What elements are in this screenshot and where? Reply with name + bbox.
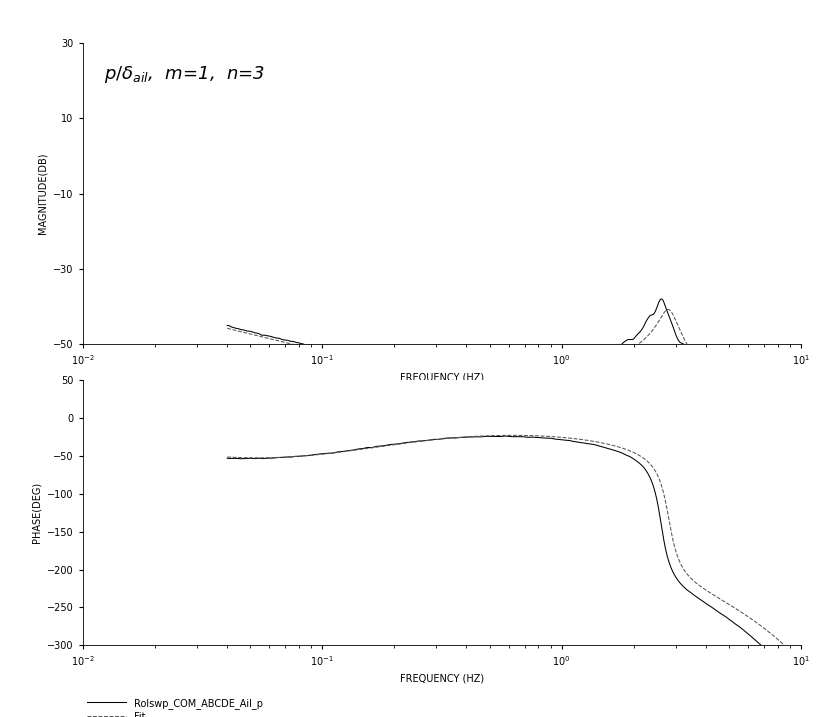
Fit: [363, 444, 373, 452]
Fit: [796, 657, 806, 666]
Fit: [502, 431, 512, 440]
Legend: Rolswp_COM_ABCDE_Ail_p, Fit: Rolswp_COM_ABCDE_Ail_p, Fit: [88, 403, 263, 427]
Fit: [225, 325, 235, 333]
Rolswp_COM_ABCDE_Ail_p: [502, 358, 512, 367]
X-axis label: FREQUENCY (HZ): FREQUENCY (HZ): [400, 674, 484, 684]
Fit: [796, 446, 806, 455]
Line: Rolswp_COM_ABCDE_Ail_p: Rolswp_COM_ABCDE_Ail_p: [227, 299, 801, 452]
X-axis label: FREQUENCY (HZ): FREQUENCY (HZ): [400, 373, 484, 383]
Rolswp_COM_ABCDE_Ail_p: [222, 321, 232, 330]
Fit: [508, 431, 518, 440]
Rolswp_COM_ABCDE_Ail_p: [796, 447, 806, 455]
Fit: [225, 453, 235, 462]
Rolswp_COM_ABCDE_Ail_p: [715, 384, 725, 393]
Rolswp_COM_ABCDE_Ail_p: [573, 438, 583, 447]
Rolswp_COM_ABCDE_Ail_p: [225, 454, 235, 462]
Rolswp_COM_ABCDE_Ail_p: [572, 353, 582, 362]
Fit: [573, 435, 583, 443]
Line: Rolswp_COM_ABCDE_Ail_p: Rolswp_COM_ABCDE_Ail_p: [227, 436, 801, 690]
Rolswp_COM_ABCDE_Ail_p: [363, 443, 373, 452]
Fit: [715, 595, 725, 604]
Fit: [502, 363, 512, 371]
Text: $p/\delta_{ail}$,  m=1,  n=3: $p/\delta_{ail}$, m=1, n=3: [104, 64, 265, 85]
Rolswp_COM_ABCDE_Ail_p: [222, 454, 232, 462]
Fit: [697, 583, 707, 592]
Rolswp_COM_ABCDE_Ail_p: [697, 597, 707, 605]
Rolswp_COM_ABCDE_Ail_p: [500, 432, 510, 440]
Rolswp_COM_ABCDE_Ail_p: [225, 322, 235, 331]
Rolswp_COM_ABCDE_Ail_p: [503, 432, 513, 440]
Y-axis label: PHASE(DEG): PHASE(DEG): [31, 482, 41, 543]
Fit: [363, 355, 373, 364]
Fit: [663, 305, 673, 314]
Y-axis label: MAGNITUDE(DB): MAGNITUDE(DB): [37, 153, 48, 234]
Rolswp_COM_ABCDE_Ail_p: [796, 685, 806, 694]
Rolswp_COM_ABCDE_Ail_p: [363, 351, 373, 360]
Rolswp_COM_ABCDE_Ail_p: [657, 295, 667, 303]
Rolswp_COM_ABCDE_Ail_p: [794, 448, 804, 457]
Rolswp_COM_ABCDE_Ail_p: [715, 609, 725, 618]
Legend: Rolswp_COM_ABCDE_Ail_p, Fit: Rolswp_COM_ABCDE_Ail_p, Fit: [88, 698, 263, 717]
Line: Fit: Fit: [227, 435, 801, 662]
Line: Fit: Fit: [227, 310, 801, 450]
Fit: [697, 363, 707, 371]
Fit: [222, 452, 232, 461]
Rolswp_COM_ABCDE_Ail_p: [697, 367, 707, 376]
Fit: [222, 324, 232, 333]
Fit: [715, 383, 725, 391]
Fit: [572, 359, 582, 368]
